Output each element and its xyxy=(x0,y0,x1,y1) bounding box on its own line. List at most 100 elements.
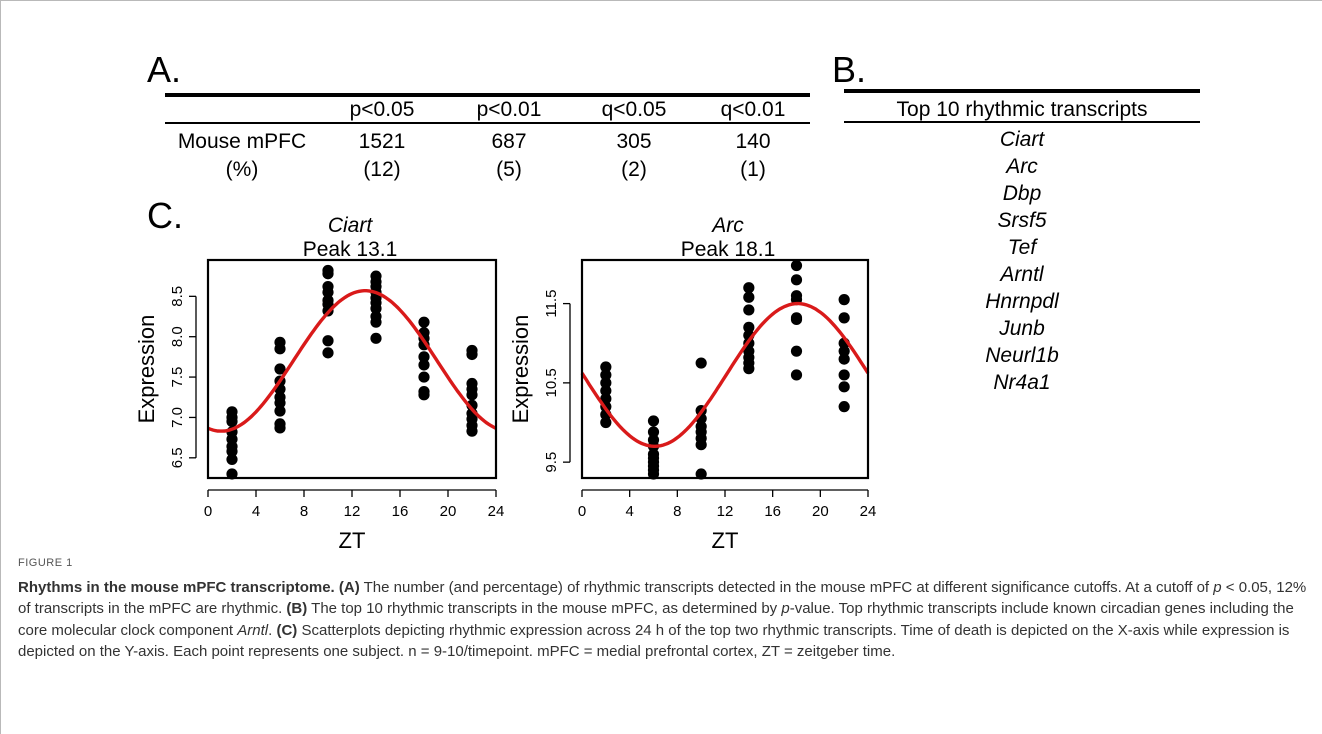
data-point xyxy=(743,291,755,303)
x-tick-label: 16 xyxy=(764,503,781,520)
data-point xyxy=(695,468,707,480)
table-a-count-p005: 1521 xyxy=(358,130,406,153)
x-tick-label: 4 xyxy=(252,503,260,520)
caption-p-symbol: p xyxy=(1213,579,1222,596)
plot1-gene-title: Ciart xyxy=(327,214,373,237)
x-tick-label: 20 xyxy=(440,503,457,520)
gene-list-item: Srsf5 xyxy=(997,209,1047,232)
data-point xyxy=(418,371,430,383)
data-point xyxy=(370,302,382,315)
data-point xyxy=(838,381,850,393)
table-b-header-rule xyxy=(844,121,1200,123)
data-point xyxy=(647,426,660,438)
data-point xyxy=(743,363,755,375)
data-point xyxy=(370,332,382,344)
table-a-pct-q005: (2) xyxy=(621,158,647,181)
y-tick-label: 9.5 xyxy=(543,452,560,473)
data-point xyxy=(274,397,286,409)
caption-b-gene: Arntl xyxy=(237,621,269,639)
data-point xyxy=(274,363,286,375)
y-tick-label: 11.5 xyxy=(543,290,560,318)
data-point xyxy=(418,316,430,328)
y-axis-label: Expression xyxy=(134,315,159,424)
plot-frame xyxy=(580,258,870,480)
x-tick-label: 4 xyxy=(625,503,633,520)
x-tick-label: 12 xyxy=(344,503,361,520)
data-point xyxy=(600,369,612,381)
caption-a-text2: < 0.05, 12% of transcripts in the mPFC a… xyxy=(18,579,1307,618)
data-point xyxy=(790,345,803,357)
data-point xyxy=(418,351,430,363)
x-axis-label: ZT xyxy=(339,528,366,553)
data-point xyxy=(790,313,803,326)
table-a-row-label: Mouse mPFC xyxy=(177,130,307,153)
data-point xyxy=(838,294,850,306)
data-point xyxy=(370,316,382,328)
data-point xyxy=(418,389,430,401)
data-point xyxy=(743,282,755,294)
data-point xyxy=(790,259,803,272)
data-point xyxy=(600,416,612,429)
data-point xyxy=(600,361,612,373)
data-point xyxy=(322,335,334,347)
data-point xyxy=(600,385,612,397)
caption-b-text: The top 10 rhythmic transcripts in the m… xyxy=(311,600,778,618)
x-tick-label: 20 xyxy=(812,503,829,520)
plot1-peak-title: Peak 13.1 xyxy=(302,238,398,261)
data-point xyxy=(466,348,478,361)
table-a-pct-p001: (5) xyxy=(496,158,522,181)
fit-curve xyxy=(207,289,497,433)
figure-label: FIGURE 1 xyxy=(18,557,73,569)
data-point xyxy=(838,345,850,357)
x-tick-label: 0 xyxy=(204,503,212,520)
data-point xyxy=(226,453,238,466)
data-point xyxy=(838,353,850,365)
table-a-pct-p005: (12) xyxy=(363,158,401,181)
caption-c-text: Scatterplots depicting rhythmic expressi… xyxy=(18,621,1290,661)
figure-caption: Rhythms in the mouse mPFC transcriptome.… xyxy=(18,577,1308,663)
y-tick-label: 7.5 xyxy=(169,367,186,388)
data-point xyxy=(274,422,286,434)
figure-frame-left xyxy=(0,0,1,734)
panel-a-label: A. xyxy=(147,49,182,90)
data-point xyxy=(790,274,803,286)
data-point xyxy=(418,359,430,371)
x-tick-label: 12 xyxy=(717,503,734,520)
caption-b-text2: -value. Top rhythmic transcripts include… xyxy=(18,600,1294,639)
data-point xyxy=(695,357,707,369)
data-point xyxy=(600,393,612,405)
gene-list-item: Arc xyxy=(1006,155,1038,178)
y-axis-label: Expression xyxy=(508,315,533,424)
caption-b-end: . xyxy=(268,621,273,639)
data-point xyxy=(600,377,612,389)
table-a-top-rule xyxy=(165,93,810,97)
x-tick-label: 0 xyxy=(578,503,586,520)
y-tick-label: 8.0 xyxy=(169,326,186,347)
gene-list-item: Tef xyxy=(1007,236,1037,259)
data-point xyxy=(743,321,755,333)
table-a-header-p001: p<0.01 xyxy=(476,98,542,121)
plot2-peak-title: Peak 18.1 xyxy=(680,238,776,261)
data-point xyxy=(226,468,238,480)
data-point xyxy=(466,425,478,437)
caption-a-text: The number (and percentage) of rhythmic … xyxy=(363,579,1210,596)
table-a-pct-label: (%) xyxy=(225,158,259,181)
panel-b-label: B. xyxy=(832,49,867,90)
plot2-gene-title: Arc xyxy=(712,214,744,237)
data-point xyxy=(322,286,334,298)
plot-frame xyxy=(206,258,498,480)
y-tick-label: 6.5 xyxy=(169,447,186,468)
data-point xyxy=(838,401,850,413)
table-b-top-rule xyxy=(844,89,1200,93)
gene-list-item: Neurl1b xyxy=(985,344,1059,367)
caption-p-symbol-2: p xyxy=(781,600,790,618)
x-tick-label: 8 xyxy=(673,503,681,520)
data-point xyxy=(790,369,803,381)
caption-c-key: (C) xyxy=(276,621,298,639)
caption-title: Rhythms in the mouse mPFC transcriptome. xyxy=(18,579,335,596)
gene-list-item: Hnrnpdl xyxy=(985,290,1059,313)
figure-frame-top xyxy=(0,0,1322,1)
caption-b-key: (B) xyxy=(286,600,308,618)
